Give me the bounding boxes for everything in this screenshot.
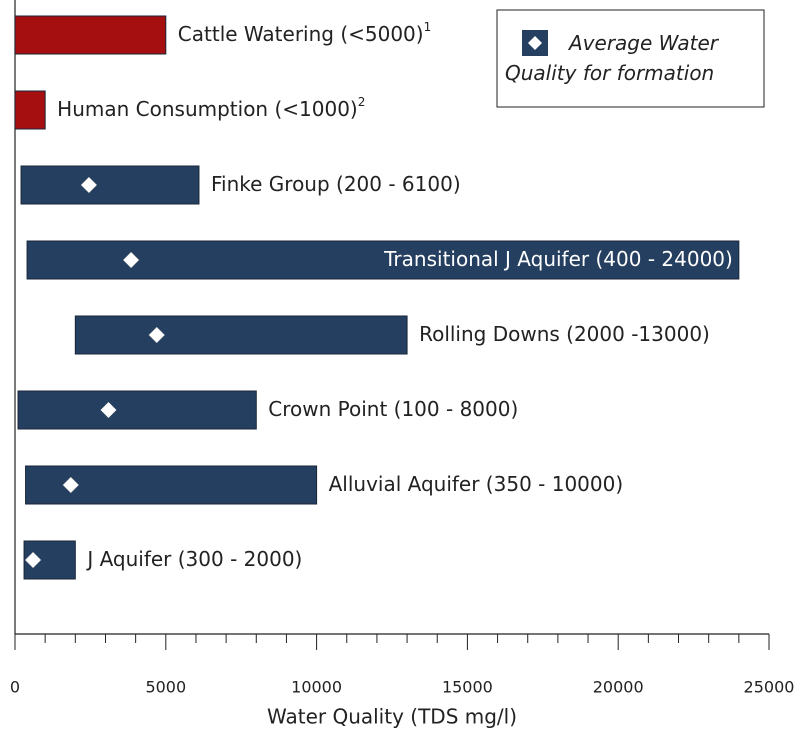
range-bar (17, 390, 257, 430)
range-bar (14, 15, 167, 55)
category-label: Rolling Downs (2000 -13000) (419, 322, 710, 346)
x-tick-label: 25000 (744, 678, 795, 697)
bar-label: Finke Group (200 - 6100) (211, 172, 461, 196)
average-marker (122, 251, 140, 269)
bar-label: Cattle Watering (<5000)1 (178, 20, 431, 46)
category-label: Alluvial Aquifer (350 - 10000) (329, 472, 624, 496)
category-label: Cattle Watering (<5000) (178, 22, 424, 46)
footnote-mark: 1 (424, 20, 432, 34)
x-tick-label: 15000 (442, 678, 493, 697)
bar-label: Rolling Downs (2000 -13000) (419, 322, 710, 346)
category-label: Human Consumption (<1000) (57, 97, 358, 121)
average-marker (24, 551, 42, 569)
x-tick-label: 10000 (291, 678, 342, 697)
range-bar (74, 315, 408, 355)
footnote-mark: 2 (358, 95, 366, 109)
category-label: J Aquifer (300 - 2000) (85, 547, 302, 571)
bar-label: Human Consumption (<1000)2 (57, 95, 365, 121)
x-axis-label: Water Quality (TDS mg/l) (267, 705, 517, 729)
range-bar (14, 90, 46, 130)
category-label: Finke Group (200 - 6100) (211, 172, 461, 196)
bar-label: Transitional J Aquifer (400 - 24000) (383, 247, 733, 271)
x-tick-label: 0 (10, 678, 20, 697)
legend-label: Average Water Quality for formation (505, 31, 718, 85)
average-marker (80, 176, 98, 194)
legend-box (496, 9, 765, 108)
range-bar (20, 165, 200, 205)
average-marker (62, 476, 80, 494)
x-tick-label: 5000 (145, 678, 186, 697)
legend-text-box: Average Water Quality for formation (505, 31, 718, 85)
average-marker (148, 326, 166, 344)
x-tick-label: 20000 (593, 678, 644, 697)
category-label: Crown Point (100 - 8000) (268, 397, 518, 421)
legend-marker (528, 36, 542, 50)
range-bar (26, 240, 740, 280)
category-label: Transitional J Aquifer (400 - 24000) (383, 247, 733, 271)
bar-label: Crown Point (100 - 8000) (268, 397, 518, 421)
bar-label: Alluvial Aquifer (350 - 10000) (329, 472, 624, 496)
average-marker (100, 401, 117, 419)
bar-label: J Aquifer (300 - 2000) (85, 547, 302, 571)
